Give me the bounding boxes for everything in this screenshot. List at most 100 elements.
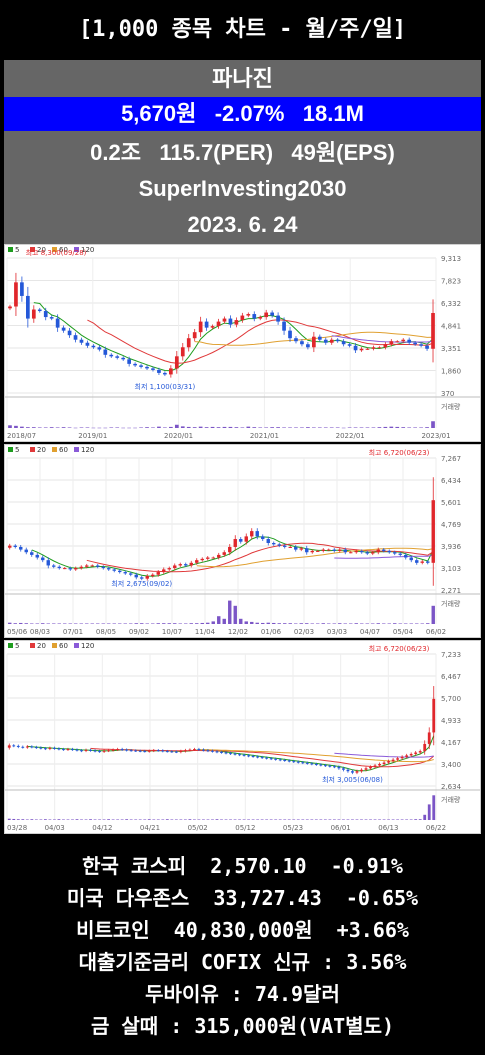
candle [111,749,115,751]
legend-label: 60 [59,446,68,454]
volume-bar [49,427,54,428]
candle [323,339,328,343]
volume-bar [234,427,239,428]
candle [179,751,183,753]
volume-bar [382,623,386,624]
candle [355,771,359,773]
candle [349,552,353,554]
x-tick-label: 04/03 [45,824,65,832]
candle [278,759,282,761]
candle [413,342,417,345]
volume-bar [222,618,226,624]
volume-bar [369,819,372,820]
candle [351,771,354,773]
candle [173,565,177,569]
volume-bar [139,427,143,428]
candle [373,765,377,767]
volume-bar [215,819,219,820]
candle [431,312,435,349]
volume-bar [288,427,292,428]
fundamentals-line: 0.2조 115.7(PER) 49원(EPS) [4,136,481,170]
candle [387,550,391,553]
x-tick-label: 01/06 [261,628,282,636]
volume-bar [277,623,281,624]
candle [162,569,166,573]
candle [120,749,124,751]
volume-bar [163,427,167,428]
candle [216,321,221,327]
volume-bar [48,819,52,820]
candle [31,309,36,319]
candle [323,765,327,767]
volume-bar [115,427,120,428]
volume-bar [161,819,165,820]
volume-bar [414,819,418,820]
candle [343,549,347,553]
candle [407,339,412,343]
candle [121,357,126,360]
volume-bar [283,819,287,820]
candle [389,341,394,345]
volume-label: 거래량 [441,599,461,608]
volume-bar [266,622,270,624]
candle [395,341,400,343]
volume-bar [202,819,205,820]
y-tick-label: 370 [441,390,454,398]
volume-bar [169,426,173,428]
volume-bar [319,819,323,820]
candle [34,747,38,749]
candle [16,745,20,747]
volume-bar [107,623,111,624]
volume-bar [179,819,183,820]
volume-bar [398,623,402,624]
candle [432,698,436,733]
volume-bar [73,427,78,429]
candle [277,544,281,546]
volume-bar [34,819,38,820]
candle [186,338,191,348]
candle [419,344,423,346]
candle [85,565,89,567]
ma-line-5 [33,302,434,372]
candle [198,321,203,333]
candle [228,318,233,325]
candle [21,746,25,748]
x-tick-label: 02/03 [294,628,314,636]
candle [157,369,161,373]
volume-bar [129,623,133,624]
legend-swatch [52,447,57,452]
market-cap: 0.2조 [90,140,141,165]
legend-swatch [52,247,57,252]
legend-swatch [8,447,13,452]
candle [312,336,316,348]
volume-bar [143,819,147,820]
volume-bar [404,623,408,624]
candle [359,348,364,351]
candle [118,570,122,573]
candle [378,764,381,766]
volume-bar [57,623,61,624]
legend-label: 20 [37,246,46,254]
volume-bar [418,819,422,820]
volume-bar [211,621,215,624]
candle [163,372,167,375]
y-tick-label: 6,434 [441,477,462,485]
volume-bar [85,427,90,428]
volume-bar [102,819,106,820]
volume-bar [13,623,17,624]
volume-bar [373,819,377,820]
volume-bar [409,623,413,624]
candle [396,758,400,760]
candle [244,536,248,542]
candle [115,356,120,358]
candle [431,500,435,563]
candle [360,769,363,772]
volume-bar [41,623,45,624]
candle [127,359,131,364]
candle [134,750,138,752]
candle [97,347,102,350]
candle [328,765,332,767]
candle [405,755,409,757]
volume-bar [66,819,70,820]
volume-bar [216,427,221,428]
